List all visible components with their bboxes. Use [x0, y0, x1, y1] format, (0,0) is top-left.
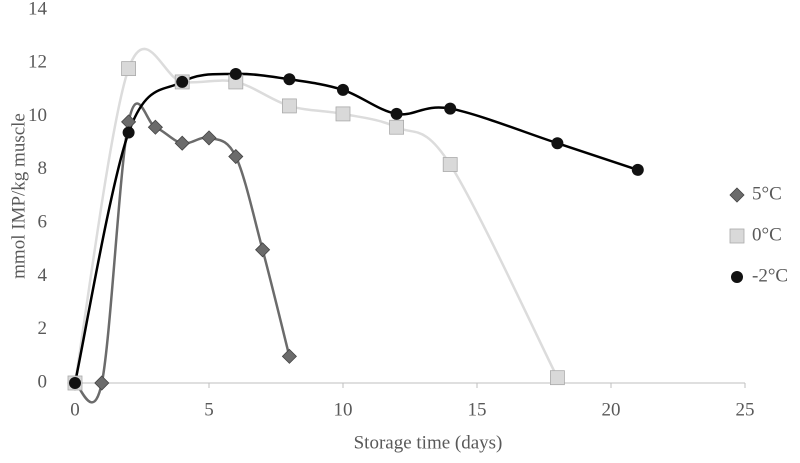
y-axis-label: mmol IMP/kg muscle [8, 113, 29, 279]
x-tick-label: 25 [736, 399, 755, 420]
point [121, 61, 136, 77]
point [442, 157, 458, 172]
y-tick-label: 14 [28, 0, 48, 19]
legend-label: 5°C [752, 183, 782, 204]
legend-marker [729, 228, 745, 244]
point [281, 98, 297, 114]
point [389, 119, 405, 135]
x-axis-label: Storage time (days) [354, 432, 503, 453]
legend-marker [731, 271, 743, 283]
x-tick-label: 5 [204, 399, 214, 420]
point [337, 83, 349, 96]
point [281, 348, 297, 364]
trend-line [74, 102, 291, 404]
point [255, 242, 271, 258]
y-tick-label: 12 [28, 52, 47, 73]
y-tick-label: 0 [38, 371, 48, 392]
point [390, 107, 403, 120]
point [69, 377, 81, 389]
point [283, 73, 296, 86]
point [631, 163, 644, 176]
point [229, 67, 242, 80]
trend-line [73, 72, 639, 384]
y-tick-label: 10 [28, 105, 47, 126]
point [228, 148, 244, 165]
x-tick-label: 10 [334, 399, 353, 420]
x-tick-label: 20 [602, 399, 621, 420]
point [94, 375, 110, 391]
y-tick-label: 2 [38, 318, 48, 339]
legend-marker [729, 187, 745, 203]
point [174, 135, 190, 151]
point [550, 370, 565, 386]
y-tick-label: 8 [38, 158, 48, 179]
point [444, 102, 457, 115]
y-tick-label: 6 [38, 212, 48, 233]
point [176, 75, 189, 88]
y-tick-label: 4 [38, 265, 48, 286]
legend-label: 0°C [752, 224, 782, 245]
legend-label: -2°C [752, 265, 788, 286]
x-tick-label: 0 [70, 399, 80, 420]
x-tick-label: 15 [468, 399, 487, 420]
point [335, 106, 351, 122]
point [122, 126, 135, 139]
point [147, 119, 163, 135]
point [551, 137, 564, 150]
point [201, 130, 217, 146]
